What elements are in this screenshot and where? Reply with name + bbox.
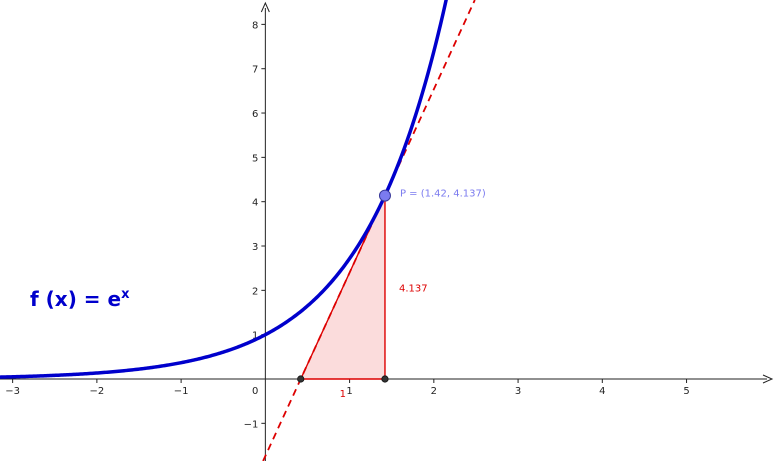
x-tick-label: −2 bbox=[90, 386, 105, 397]
y-tick-label: 7 bbox=[252, 65, 258, 76]
y-tick-label: 8 bbox=[252, 20, 258, 31]
triangle-vertex-end[interactable] bbox=[381, 375, 389, 383]
x-axis-arrow bbox=[762, 374, 774, 384]
x-tick-label: 5 bbox=[683, 386, 689, 397]
y-tick-label: −1 bbox=[244, 419, 259, 430]
y-tick-label: 4 bbox=[252, 198, 258, 209]
x-tick-label: −3 bbox=[5, 386, 20, 397]
y-tick-label: 5 bbox=[252, 153, 258, 164]
y-tick-label: 3 bbox=[252, 242, 258, 253]
triangle-rise-label: 4.137 bbox=[399, 283, 428, 294]
function-label: f (x) = ex bbox=[30, 287, 130, 311]
exp-curve[interactable] bbox=[0, 0, 448, 379]
y-tick-label: 1 bbox=[252, 331, 258, 342]
function-label-main: f (x) = e bbox=[30, 287, 121, 311]
x-tick-label: 3 bbox=[515, 386, 521, 397]
triangle-run-label: 1 bbox=[340, 389, 346, 400]
slope-triangle-edge bbox=[299, 195, 386, 380]
y-tick-label: 6 bbox=[252, 109, 258, 120]
y-tick-label: 2 bbox=[252, 286, 258, 297]
y-axis-arrow bbox=[260, 1, 270, 13]
x-tick-label: 4 bbox=[599, 386, 605, 397]
function-label-exponent: x bbox=[121, 287, 130, 302]
x-tick-label: 2 bbox=[431, 386, 437, 397]
triangle-vertex-start[interactable] bbox=[297, 375, 305, 383]
x-tick-label: 1 bbox=[346, 386, 352, 397]
point-p-label: P = (1.42, 4.137) bbox=[400, 189, 486, 200]
point-p[interactable] bbox=[378, 189, 391, 202]
x-tick-label: −1 bbox=[174, 386, 189, 397]
origin-label: 0 bbox=[252, 386, 258, 397]
